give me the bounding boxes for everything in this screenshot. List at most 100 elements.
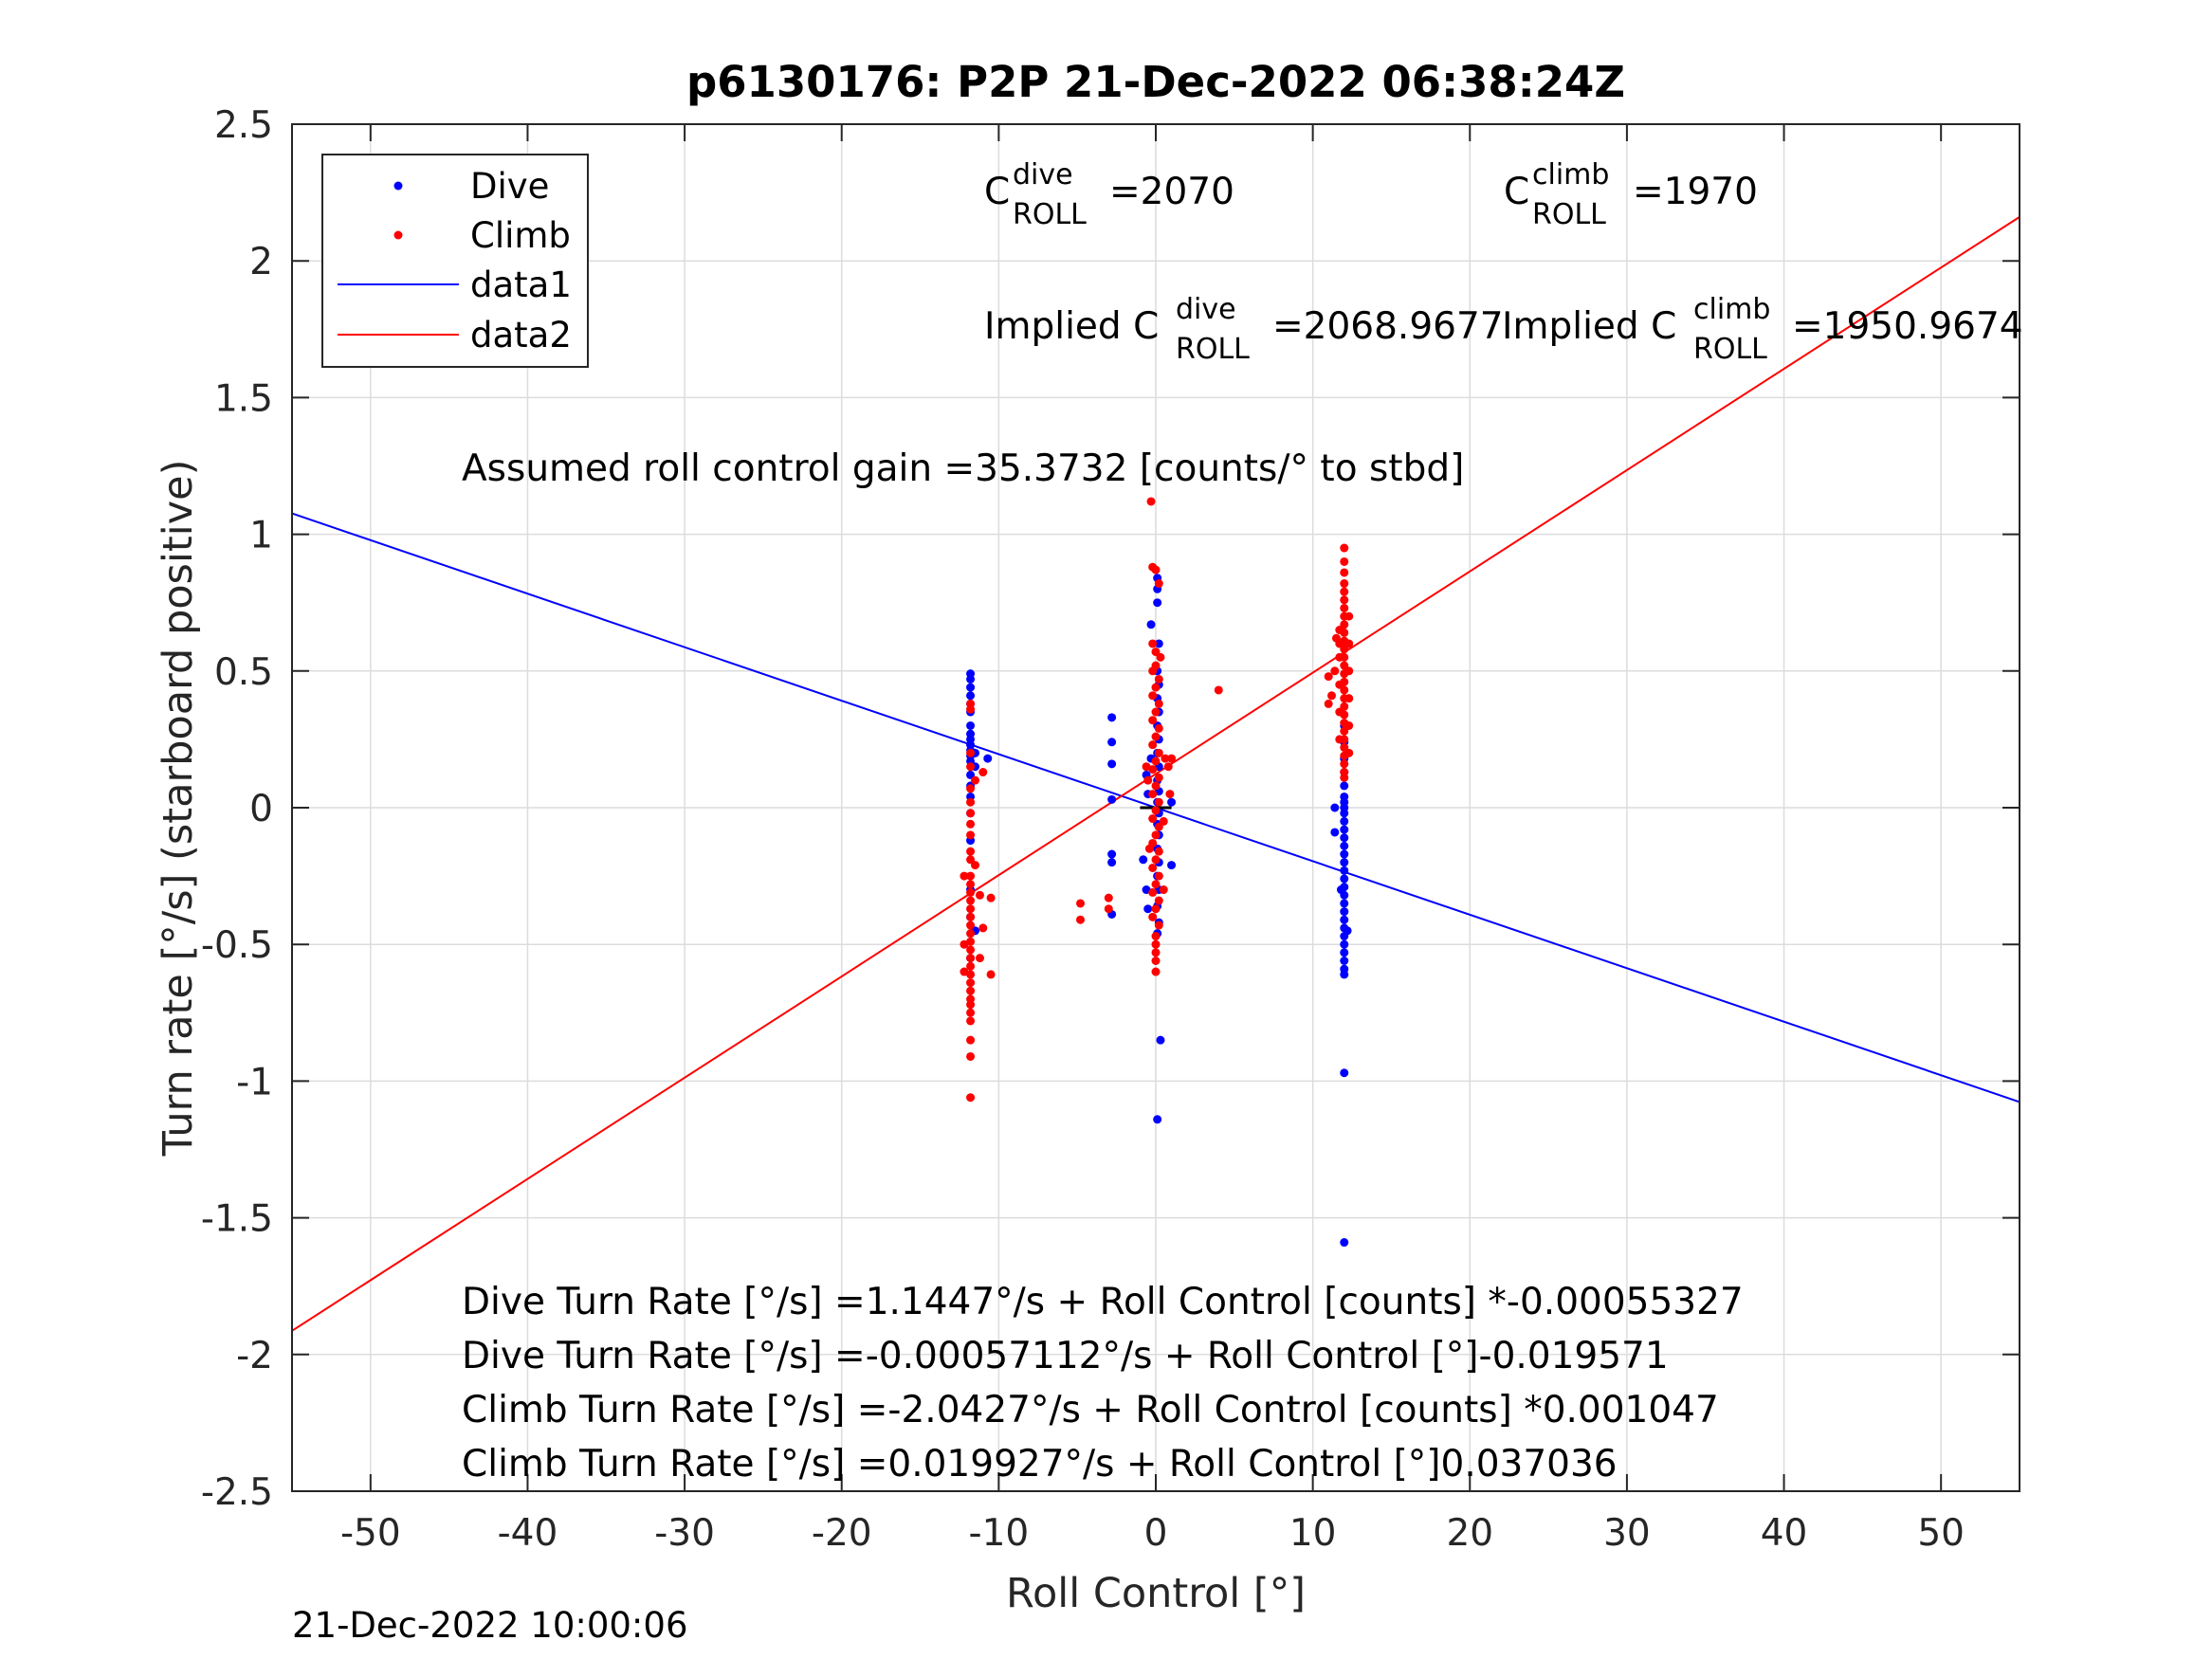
climb-point <box>966 1035 976 1045</box>
climb-point <box>966 904 976 914</box>
dive-point <box>1107 849 1117 859</box>
svg-text:=1950.9674: =1950.9674 <box>1792 305 2023 348</box>
y-tick-label: -1.5 <box>201 1198 273 1241</box>
climb-point <box>966 784 976 793</box>
climb-point <box>1148 740 1158 750</box>
climb-point <box>1151 830 1161 840</box>
dive-point <box>1340 841 1349 850</box>
x-tick-label: -10 <box>969 1512 1030 1555</box>
climb-point <box>1154 896 1163 905</box>
climb-point <box>1340 579 1349 589</box>
climb-point <box>966 912 976 921</box>
climb-point <box>1151 957 1161 966</box>
climb-point <box>1335 735 1344 744</box>
climb-point <box>1330 666 1340 676</box>
dive-point <box>1107 759 1117 769</box>
dive-point <box>1330 828 1340 837</box>
dive-point <box>1167 861 1177 870</box>
climb-point <box>1075 915 1085 924</box>
y-tick-label: 0.5 <box>214 651 273 694</box>
dive-point <box>1107 738 1117 747</box>
svg-text:ROLL: ROLL <box>1532 198 1606 231</box>
annotation-gain: Assumed roll control gain =35.3732 [coun… <box>462 447 1464 490</box>
climb-point <box>1335 626 1344 635</box>
climb-point <box>960 939 969 949</box>
y-tick-label: 2 <box>249 241 273 283</box>
climb-point <box>966 847 976 856</box>
dive-point <box>1139 855 1148 865</box>
climb-point <box>966 704 976 714</box>
climb-point <box>1344 666 1354 676</box>
dive-point <box>1340 957 1349 966</box>
series-line-data2 <box>291 216 2020 1332</box>
climb-point <box>1151 565 1161 574</box>
climb-point <box>1154 699 1163 708</box>
climb-point <box>966 929 976 939</box>
svg-text:dive: dive <box>1176 293 1236 326</box>
climb-point <box>966 921 976 930</box>
x-tick-label: -40 <box>498 1512 558 1555</box>
legend-box <box>321 154 589 368</box>
y-tick-label: 1.5 <box>214 377 273 420</box>
climb-point <box>1214 685 1223 695</box>
climb-point <box>1148 790 1158 799</box>
dive-point <box>1107 858 1117 867</box>
y-tick-label: 1 <box>249 515 273 557</box>
climb-point <box>1340 543 1349 553</box>
climb-point <box>1151 732 1161 741</box>
dive-point <box>1340 1068 1349 1078</box>
climb-point <box>1154 579 1163 589</box>
dive-point <box>1107 713 1117 722</box>
climb-point <box>1151 932 1161 941</box>
climb-point <box>966 945 976 955</box>
climb-point <box>1148 863 1158 872</box>
climb-point <box>986 893 996 902</box>
climb-point <box>1148 912 1158 921</box>
climb-point <box>1142 762 1151 772</box>
x-tick-label: -30 <box>654 1512 715 1555</box>
climb-point <box>1148 666 1158 676</box>
dive-point <box>1340 1238 1349 1248</box>
legend-climb-label: Climb <box>470 215 571 256</box>
dive-point <box>1340 858 1349 867</box>
climb-point <box>966 819 976 829</box>
svg-text:ROLL: ROLL <box>1176 333 1250 366</box>
climb-point <box>1344 748 1354 757</box>
dive-point <box>1340 833 1349 843</box>
svg-text:climb: climb <box>1693 293 1770 326</box>
climb-point <box>971 775 980 785</box>
ticks: -50 -40 -30 -20 -10 0 10 20 30 40 50-2.5-2-1.5-1-0… <box>201 104 2020 1555</box>
dive-point <box>1336 885 1345 895</box>
climb-point <box>966 880 976 889</box>
climb-point <box>1144 844 1154 853</box>
climb-point <box>1335 680 1344 689</box>
dive-point <box>1340 781 1349 791</box>
y-tick-label: 2.5 <box>214 104 273 147</box>
climb-point <box>966 954 976 963</box>
climb-point <box>966 1000 976 1010</box>
dive-point <box>966 720 976 730</box>
climb-point <box>1104 904 1113 914</box>
climb-point <box>966 797 976 807</box>
annotation-implied-dive: Implied C dive ROLL =2068.9677 <box>984 293 1504 366</box>
climb-point <box>1340 587 1349 596</box>
legend-dive-marker <box>393 181 403 191</box>
climb-point <box>1148 814 1158 824</box>
climb-point <box>1163 762 1173 772</box>
climb-point <box>1344 611 1354 621</box>
climb-point <box>966 896 976 905</box>
dive-point <box>1340 907 1349 917</box>
dive-point <box>1340 849 1349 859</box>
climb-point <box>1151 880 1161 889</box>
climb-point <box>966 871 976 881</box>
chart-title: p6130176: P2P 21-Dec-2022 06:38:24Z <box>686 57 1625 107</box>
climb-point <box>975 954 984 963</box>
dive-point <box>1340 939 1349 949</box>
climb-point <box>1154 871 1163 881</box>
dive-point <box>1340 809 1349 818</box>
dive-point <box>1153 1115 1162 1124</box>
svg-text:dive: dive <box>1013 158 1073 191</box>
x-tick-label: 40 <box>1761 1512 1808 1555</box>
dive-point <box>1143 904 1153 914</box>
climb-point <box>1104 893 1113 902</box>
